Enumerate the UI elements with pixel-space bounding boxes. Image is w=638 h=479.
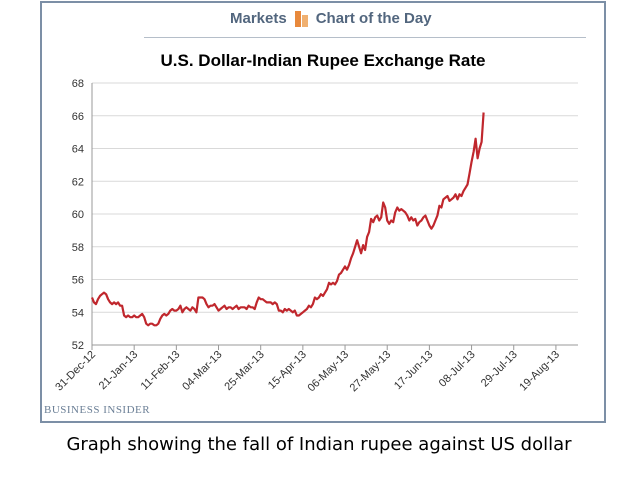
bar-logo-icon: [294, 9, 308, 27]
x-tick-label: 17-Jun-13: [392, 349, 436, 393]
chart-frame: Markets Chart of the Day: [40, 1, 606, 423]
x-tick-label: 29-Jul-13: [479, 349, 520, 390]
x-tick-label: 27-May-13: [348, 349, 394, 395]
x-tick-label: 06-May-13: [305, 349, 351, 395]
brand-left: Markets: [230, 9, 287, 27]
header-divider: [144, 37, 586, 38]
y-tick-label: 54: [72, 307, 84, 319]
exchange-rate-chart: U.S. Dollar-Indian Rupee Exchange Rate 5…: [44, 51, 578, 416]
y-tick-label: 56: [72, 275, 84, 287]
x-tick-label: 15-Apr-13: [266, 349, 309, 392]
x-tick-label: 31-Dec-12: [53, 349, 98, 394]
x-tick-label: 25-Mar-13: [222, 349, 266, 393]
chart-title: U.S. Dollar-Indian Rupee Exchange Rate: [161, 51, 486, 70]
brand-right: Chart of the Day: [315, 9, 432, 27]
x-tick-label: 08-Jul-13: [437, 349, 478, 390]
x-tick-label: 04-Mar-13: [180, 349, 224, 393]
x-tick-label: 19-Aug-13: [517, 349, 562, 394]
y-tick-label: 66: [72, 111, 84, 123]
y-tick-label: 68: [72, 78, 84, 90]
x-tick-label: 11-Feb-13: [139, 349, 183, 393]
plot-area: 52 54 56 58 60 62 64 66 68 31-Dec-1221-Jan-1311-F…: [53, 78, 578, 394]
y-tick-label: 62: [72, 176, 84, 188]
series-line-usd-inr: [90, 112, 485, 327]
y-tick-label: 60: [72, 209, 84, 221]
image-caption: Graph showing the fall of Indian rupee a…: [66, 434, 572, 455]
y-tick-label: 52: [72, 340, 84, 352]
header-logo: Markets Chart of the Day: [230, 9, 432, 27]
y-tick-label: 58: [72, 242, 84, 254]
source-label: BUSINESS INSIDER: [44, 404, 150, 416]
x-tick-label: 21-Jan-13: [97, 349, 141, 393]
y-tick-label: 64: [72, 144, 84, 156]
